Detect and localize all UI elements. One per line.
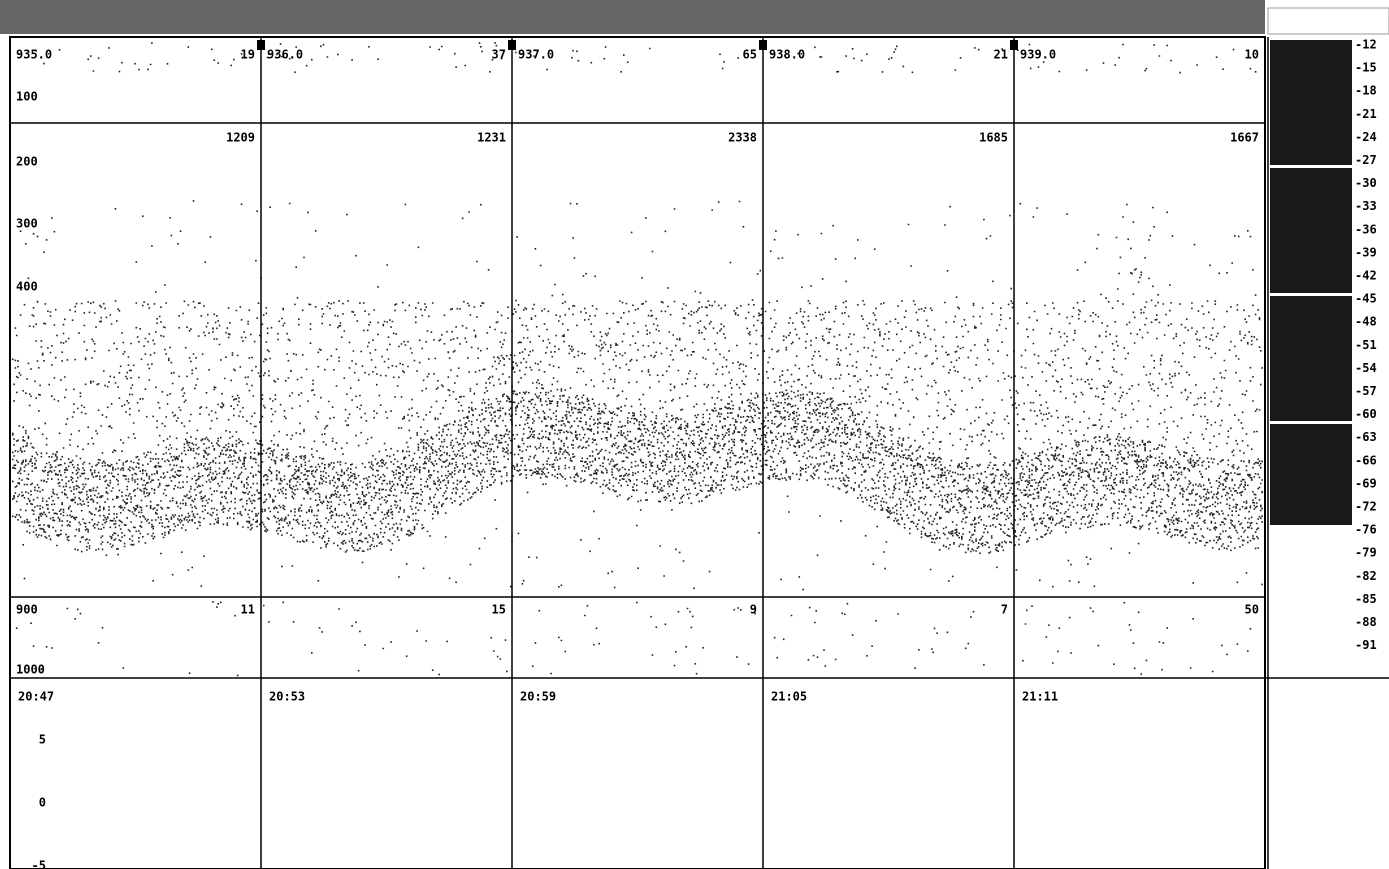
color-scale-label: -76 xyxy=(1355,523,1377,537)
bottom-count: 15 xyxy=(492,603,506,617)
color-scale-label: -54 xyxy=(1355,361,1377,375)
color-scale-label: -45 xyxy=(1355,292,1377,306)
time-label: 21:11 xyxy=(1022,690,1058,704)
top-count: 65 xyxy=(743,48,757,62)
distance-label: 938.0 xyxy=(769,48,805,62)
time-label: 20:47 xyxy=(18,690,54,704)
time-label: 20:59 xyxy=(520,690,556,704)
color-block xyxy=(1270,424,1352,525)
column-marker xyxy=(759,40,767,50)
depth-label: 200 xyxy=(16,155,38,169)
color-scale-label: -85 xyxy=(1355,592,1377,606)
depth-label: 300 xyxy=(16,217,38,231)
color-scale-label: -12 xyxy=(1355,38,1377,52)
depth-label: 100 xyxy=(16,90,38,104)
color-scale-label: -91 xyxy=(1355,638,1377,652)
color-scale-label: -21 xyxy=(1355,107,1377,121)
mid-count: 2338 xyxy=(728,131,757,145)
top-count: 19 xyxy=(241,48,255,62)
color-scale-label: -57 xyxy=(1355,384,1377,398)
color-scale-label: -24 xyxy=(1355,130,1377,144)
color-scale-label: -82 xyxy=(1355,569,1377,583)
scale-header xyxy=(1268,8,1389,34)
color-scale-label: -63 xyxy=(1355,430,1377,444)
echo-noise xyxy=(12,42,1263,676)
color-scale-label: -79 xyxy=(1355,546,1377,560)
echogram-window: 935.0 19 1209 11 20:47 936.0 37 1231 15 20:53 937.… xyxy=(0,0,1389,869)
bottom-count: 7 xyxy=(1001,603,1008,617)
mid-count: 1231 xyxy=(477,131,506,145)
mid-count: 1685 xyxy=(979,131,1008,145)
color-scale-label: -69 xyxy=(1355,476,1377,490)
mid-count: 1667 xyxy=(1230,131,1259,145)
depth-label: 1000 xyxy=(16,663,45,677)
time-label: 20:53 xyxy=(269,690,305,704)
color-scale-label: -48 xyxy=(1355,315,1377,329)
color-scale-label: -30 xyxy=(1355,176,1377,190)
distance-label: 937.0 xyxy=(518,48,554,62)
bottom-count: 9 xyxy=(750,603,757,617)
color-scale-label: -36 xyxy=(1355,222,1377,236)
lower-axis-label: 5 xyxy=(39,733,46,747)
bottom-count: 11 xyxy=(241,603,255,617)
depth-label: 900 xyxy=(16,603,38,617)
color-block xyxy=(1270,40,1352,165)
color-scale-label: -15 xyxy=(1355,61,1377,75)
top-count: 37 xyxy=(492,48,506,62)
lower-axis-label: 0 xyxy=(39,796,46,810)
column-marker xyxy=(257,40,265,50)
depth-label: 400 xyxy=(16,280,38,294)
mid-count: 1209 xyxy=(226,131,255,145)
color-block xyxy=(1270,168,1352,293)
title-bar xyxy=(0,0,1265,34)
bottom-count: 50 xyxy=(1245,603,1259,617)
top-count: 21 xyxy=(994,48,1008,62)
color-scale-label: -60 xyxy=(1355,407,1377,421)
distance-label: 936.0 xyxy=(267,48,303,62)
time-label: 21:05 xyxy=(771,690,807,704)
color-scale-label: -72 xyxy=(1355,500,1377,514)
color-scale-label: -88 xyxy=(1355,615,1377,629)
echo-dots xyxy=(12,42,1263,676)
color-scale-label: -18 xyxy=(1355,84,1377,98)
color-scale-label: -42 xyxy=(1355,269,1377,283)
column-marker xyxy=(1010,40,1018,50)
column-marker xyxy=(508,40,516,50)
color-scale-label: -39 xyxy=(1355,245,1377,259)
distance-label: 939.0 xyxy=(1020,48,1056,62)
color-block xyxy=(1270,296,1352,421)
top-count: 10 xyxy=(1245,48,1259,62)
color-scale-label: -27 xyxy=(1355,153,1377,167)
color-scale-label: -33 xyxy=(1355,199,1377,213)
color-scale-label: -66 xyxy=(1355,453,1377,467)
lower-axis-label: -5 xyxy=(32,859,46,869)
color-scale-label: -51 xyxy=(1355,338,1377,352)
distance-label: 935.0 xyxy=(16,48,52,62)
